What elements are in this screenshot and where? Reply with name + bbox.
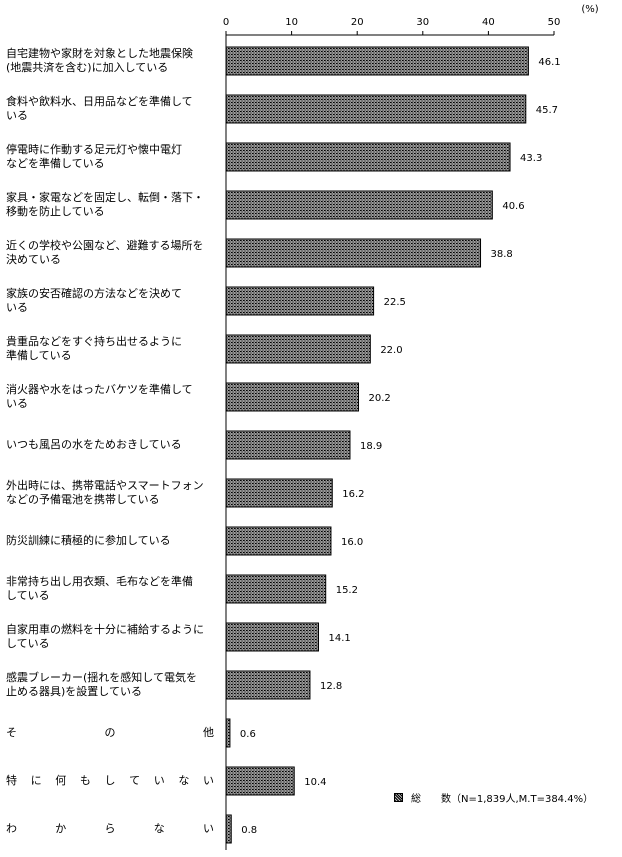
category-label: 非常持ち出し用衣類、毛布などを準備 している [6,575,193,602]
bar [225,286,375,316]
bar [225,334,371,364]
data-label: 16.2 [342,489,364,500]
data-label: 12.8 [320,681,342,692]
category-label: 近くの学校や公園など、避難する場所を 決めている [6,239,204,266]
legend-swatch [394,793,403,802]
data-label: 0.6 [240,729,256,740]
bar [225,142,511,172]
category-label: 家族の安否確認の方法などを決めて いる [6,287,182,314]
x-tick-label: 40 [482,17,495,28]
legend-label: 総 数（N=1,839人,M.T=384.4%） [411,794,594,805]
bar [225,526,332,556]
data-label: 16.0 [341,537,363,548]
data-label: 40.6 [502,201,524,212]
category-label: 食料や飲料水、日用品などを準備して いる [6,95,193,122]
data-label: 18.9 [360,441,382,452]
category-label: 外出時には、携帯電話やスマートフォン などの予備電池を携帯している [6,479,204,506]
data-label: 0.8 [241,825,257,836]
category-label: 自宅建物や家財を対象とした地震保険 (地震共済を含む)に加入している [6,47,193,74]
x-tick-label: 50 [548,17,561,28]
data-label: 14.1 [328,633,350,644]
legend: 総 数（N=1,839人,M.T=384.4%） [394,790,593,805]
data-label: 46.1 [538,57,560,68]
category-label: わからない [6,822,214,835]
bar [225,718,231,748]
category-label: いつも風呂の水をためおきしている [6,438,182,451]
bar [225,766,295,796]
bar [225,46,529,76]
x-tick-label: 30 [416,17,429,28]
category-label: 自家用車の燃料を十分に補給するように している [6,623,204,650]
data-label: 38.8 [491,249,513,260]
bar [225,814,232,844]
category-label: 貴重品などをすぐ持ち出せるように 準備している [6,335,182,362]
x-tick-label: 0 [223,17,229,28]
bar [225,430,351,460]
data-label: 45.7 [536,105,558,116]
unit-label: (%) [581,4,598,15]
data-label: 20.2 [369,393,391,404]
category-label: 感震ブレーカー(揺れを感知して電気を 止める器具)を設置している [6,671,197,698]
x-tick-label: 10 [285,17,298,28]
category-label: その他 [6,726,214,739]
data-label: 15.2 [336,585,358,596]
data-label: 10.4 [304,777,326,788]
category-label: 防災訓練に積極的に参加している [6,534,171,547]
bar [225,622,319,652]
bar [225,478,333,508]
bar [225,238,482,268]
data-label: 22.5 [384,297,406,308]
x-tick-label: 20 [351,17,364,28]
bar [225,574,327,604]
category-label: 家具・家電などを固定し、転倒・落下・ 移動を防止している [6,191,204,218]
data-label: 22.0 [380,345,402,356]
bar [225,190,493,220]
bar [225,94,527,124]
category-label: 特に何もしていない [6,774,214,787]
data-label: 43.3 [520,153,542,164]
category-label: 消火器や水をはったバケツを準備して いる [6,383,193,410]
category-label: 停電時に作動する足元灯や懐中電灯 などを準備している [6,143,182,170]
bar [225,670,311,700]
bar [225,382,360,412]
